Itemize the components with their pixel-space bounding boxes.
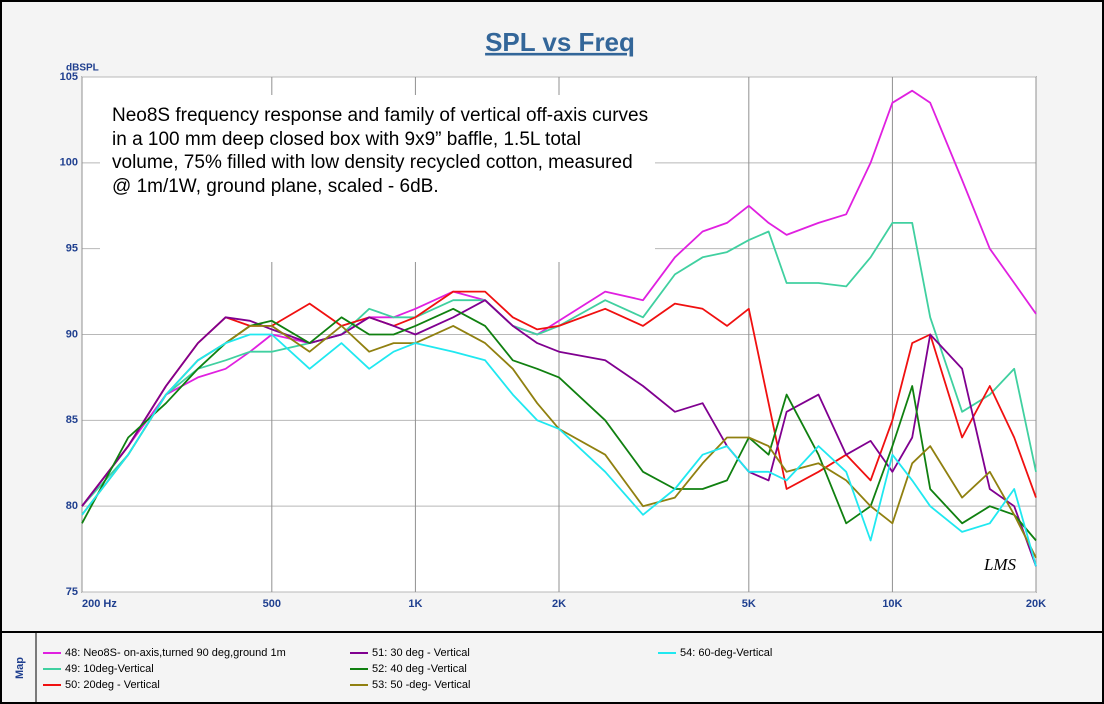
watermark: LMS [983,555,1017,574]
x-tick-label: 5K [742,598,756,610]
y-tick-label: 100 [60,157,78,169]
y-tick-label: 75 [66,586,78,598]
legend-title: Map [14,657,26,679]
annotation: Neo8S frequency response and family of v… [112,105,649,197]
y-tick-label: 80 [66,500,78,512]
legend-label: 50: 20deg - Vertical [65,679,160,691]
legend-label: 51: 30 deg - Vertical [372,647,470,659]
y-tick-label: 105 [60,71,78,83]
x-tick-label: 1K [408,598,422,610]
legend-label: 54: 60-deg-Vertical [680,647,772,659]
y-tick-label: 95 [66,243,78,255]
x-tick-label: 10K [882,598,902,610]
series-line [81,307,1037,542]
series-line [81,325,1037,559]
y-tick-label: 85 [66,414,78,426]
x-tick-label: 500 [263,598,281,610]
legend-label: 53: 50 -deg- Vertical [372,679,470,691]
legend-label: 49: 10deg-Vertical [65,663,154,675]
series-line [81,222,1037,507]
x-tick-label: 20K [1026,598,1046,610]
annotation-wrap: Neo8S frequency response and family of v… [112,105,649,197]
x-tick-label: 2K [552,598,566,610]
plot-layer: 75 80 85 90 95 100 105 200 Hz 500 1K 2K 5K 10K 20K [60,71,1047,610]
annotation-box [100,95,655,262]
legend: 48: Neo8S- on-axis,turned 90 deg,ground … [43,647,772,691]
x-tick-label: 200 Hz [82,598,117,610]
series-line [81,333,1037,567]
legend-label: 52: 40 deg -Vertical [372,663,467,675]
series-line [81,89,1037,507]
legend-label: 48: Neo8S- on-axis,turned 90 deg,ground … [65,647,286,659]
y-tick-label: 90 [66,328,78,340]
chart-title: SPL vs Freq [485,27,635,57]
y-axis-label: dBSPL [66,63,99,74]
